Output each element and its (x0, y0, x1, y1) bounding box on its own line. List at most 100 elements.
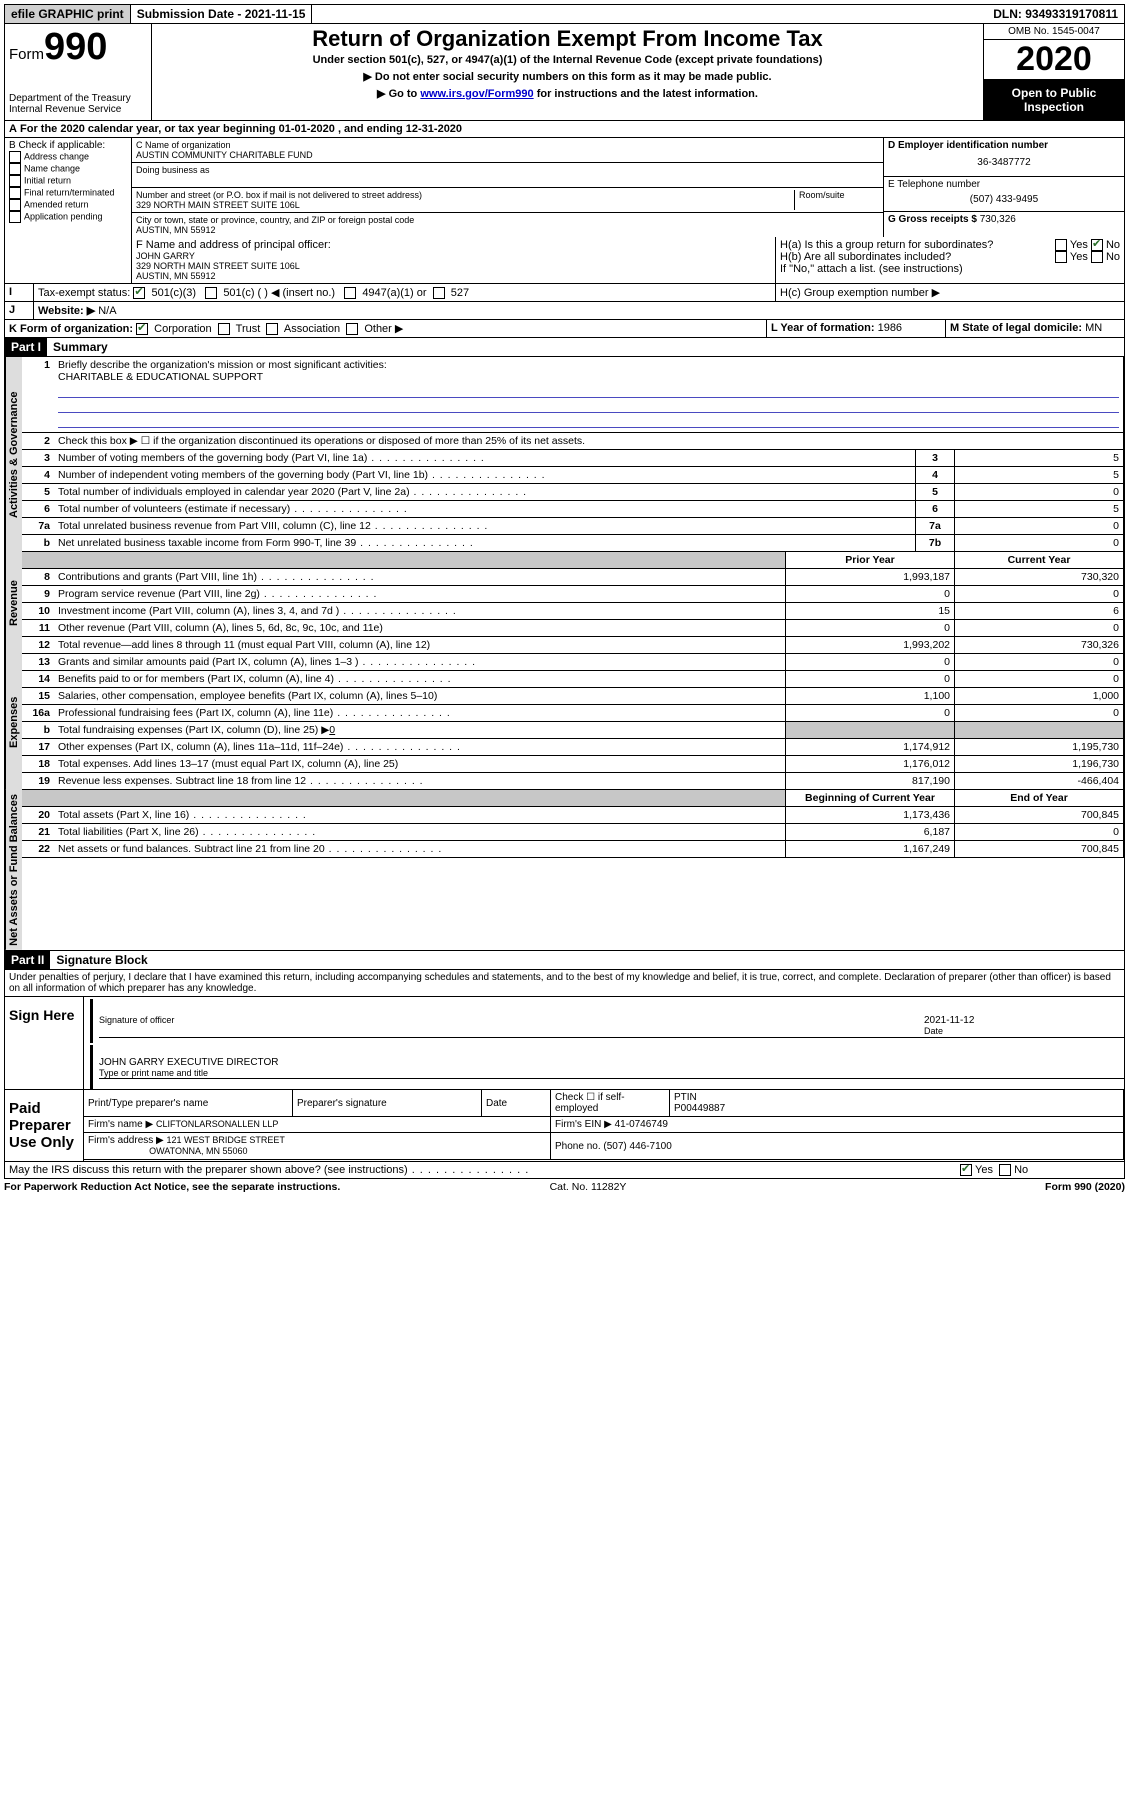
b22: 1,167,249 (786, 841, 955, 858)
ein-label: Firm's EIN ▶ (555, 1119, 612, 1130)
b20: 1,173,436 (786, 807, 955, 824)
cb-amended[interactable] (9, 199, 21, 211)
cb-assoc[interactable] (266, 323, 278, 335)
dn: No (1014, 1164, 1028, 1176)
line6: Total number of volunteers (estimate if … (54, 501, 916, 518)
discuss-yes[interactable] (960, 1164, 972, 1176)
cb-trust[interactable] (218, 323, 230, 335)
b21: 6,187 (786, 824, 955, 841)
j-row: J Website: ▶ N/A (4, 302, 1125, 320)
cat-no: Cat. No. 11282Y (550, 1181, 627, 1193)
section-netassets: Net Assets or Fund Balances Beginning of… (4, 790, 1125, 951)
hdr-end: End of Year (955, 790, 1124, 807)
cb-4947[interactable] (344, 287, 356, 299)
line14: Benefits paid to or for members (Part IX… (54, 671, 786, 688)
form-word: Form (9, 46, 44, 63)
i-row: I Tax-exempt status: 501(c)(3) 501(c) ( … (4, 284, 1125, 302)
line15: Salaries, other compensation, employee b… (54, 688, 786, 705)
b-header: B Check if applicable: (9, 140, 127, 151)
k-other: Other ▶ (364, 323, 403, 335)
city-state-zip: AUSTIN, MN 55912 (136, 225, 879, 235)
vtab-netassets: Net Assets or Fund Balances (5, 790, 22, 950)
c11: 0 (955, 620, 1124, 637)
tax-period: A For the 2020 calendar year, or tax yea… (4, 121, 1125, 138)
sig-date-label: Date (924, 1026, 943, 1036)
dept-treasury: Department of the Treasury (9, 93, 147, 104)
discuss-label: May the IRS discuss this return with the… (5, 1162, 956, 1178)
period-text: For the 2020 calendar year, or tax year … (20, 123, 462, 135)
section-activities: Activities & Governance 1 Briefly descri… (4, 357, 1125, 552)
vtab-revenue: Revenue (5, 552, 22, 654)
open-public: Open to Public Inspection (984, 80, 1124, 120)
b-addr: Address change (24, 151, 89, 161)
part1-badge: Part I (5, 338, 47, 356)
no1: No (1106, 239, 1120, 251)
ha-no[interactable] (1091, 239, 1103, 251)
b-init: Initial return (24, 175, 71, 185)
cb-initial[interactable] (9, 175, 21, 187)
mission-text: CHARITABLE & EDUCATIONAL SUPPORT (58, 371, 263, 383)
l-label: L Year of formation: (771, 322, 875, 334)
p17: 1,174,912 (786, 739, 955, 756)
section-expenses: Expenses 13Grants and similar amounts pa… (4, 654, 1125, 790)
hdr-prior: Prior Year (786, 552, 955, 569)
c15: 1,000 (955, 688, 1124, 705)
city-label: City or town, state or province, country… (136, 215, 879, 225)
addr-label: Number and street (or P.O. box if mail i… (136, 190, 790, 200)
goto-pre: Go to (389, 88, 421, 100)
cb-527[interactable] (433, 287, 445, 299)
cb-501c3[interactable] (133, 287, 145, 299)
dba-label: Doing business as (136, 165, 879, 175)
line1-label: Briefly describe the organization's miss… (58, 359, 387, 371)
prep-h1: Print/Type preparer's name (84, 1090, 293, 1117)
hc-label: H(c) Group exemption number ▶ (776, 284, 1124, 301)
cb-name[interactable] (9, 163, 21, 175)
f-label: F Name and address of principal officer: (136, 239, 771, 251)
c13: 0 (955, 654, 1124, 671)
p18: 1,176,012 (786, 756, 955, 773)
cb-application[interactable] (9, 211, 21, 223)
vtab-expenses: Expenses (5, 654, 22, 790)
c17: 1,195,730 (955, 739, 1124, 756)
k-label: K Form of organization: (9, 323, 133, 335)
c8: 730,320 (955, 569, 1124, 586)
c18: 1,196,730 (955, 756, 1124, 773)
hdr-begin: Beginning of Current Year (786, 790, 955, 807)
hdr-current: Current Year (955, 552, 1124, 569)
cb-501c[interactable] (205, 287, 217, 299)
goto-post: for instructions and the latest informat… (534, 88, 758, 100)
omb-number: OMB No. 1545-0047 (984, 24, 1124, 40)
part1-header: Part I Summary (4, 338, 1125, 357)
cb-other[interactable] (346, 323, 358, 335)
sign-here-label: Sign Here (5, 997, 84, 1089)
cb-corp[interactable] (136, 323, 148, 335)
e-label: E Telephone number (888, 179, 1120, 190)
hb-no[interactable] (1091, 251, 1103, 263)
ha-yes[interactable] (1055, 239, 1067, 251)
firm-phone: (507) 446-7100 (603, 1141, 671, 1152)
sub-title: Under section 501(c), 527, or 4947(a)(1)… (156, 54, 979, 66)
hb-yes[interactable] (1055, 251, 1067, 263)
part2-title: Signature Block (50, 953, 147, 967)
ein: 36-3487772 (888, 151, 1120, 174)
preparer-table: Print/Type preparer's name Preparer's si… (84, 1090, 1124, 1160)
form-number: 990 (44, 26, 107, 68)
line13: Grants and similar amounts paid (Part IX… (54, 654, 786, 671)
state-domicile: MN (1085, 322, 1102, 334)
e20: 700,845 (955, 807, 1124, 824)
p14: 0 (786, 671, 955, 688)
line3: Number of voting members of the governin… (54, 450, 916, 467)
part1-title: Summary (47, 340, 108, 354)
b-name: Name change (24, 163, 80, 173)
p15: 1,100 (786, 688, 955, 705)
instr-goto: Go to www.irs.gov/Form990 for instructio… (156, 87, 979, 100)
efile-label[interactable]: efile GRAPHIC print (5, 5, 131, 23)
cb-final[interactable] (9, 187, 21, 199)
discuss-no[interactable] (999, 1164, 1011, 1176)
line16b: Total fundraising expenses (Part IX, col… (54, 722, 786, 739)
room-label: Room/suite (795, 190, 879, 210)
c14: 0 (955, 671, 1124, 688)
cb-address[interactable] (9, 151, 21, 163)
form990-link[interactable]: www.irs.gov/Form990 (420, 88, 533, 100)
line20: Total assets (Part X, line 16) (54, 807, 786, 824)
